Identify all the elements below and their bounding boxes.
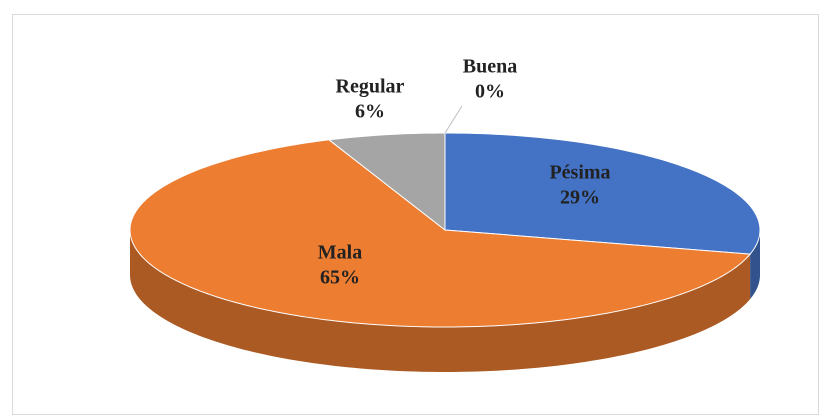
category-label: Mala xyxy=(318,242,362,264)
pie-slice xyxy=(129,139,752,328)
pie-tops xyxy=(129,132,761,328)
value-label: 0% xyxy=(475,81,505,103)
pie-slice xyxy=(327,132,446,232)
category-label: Regular xyxy=(336,76,405,98)
pie-sides xyxy=(130,230,760,372)
value-label: 65% xyxy=(320,267,360,289)
value-label: 6% xyxy=(355,101,385,123)
value-label: 29% xyxy=(560,187,600,209)
leader-line xyxy=(444,105,463,134)
pie-side xyxy=(130,230,751,372)
category-label: Pésima xyxy=(549,162,610,184)
pie-side xyxy=(750,230,760,300)
category-label: Buena xyxy=(463,56,517,78)
pie-slice xyxy=(444,132,761,255)
data-labels: Pésima 29% Mala 65% Regular 6% Buena 0% xyxy=(318,56,611,289)
